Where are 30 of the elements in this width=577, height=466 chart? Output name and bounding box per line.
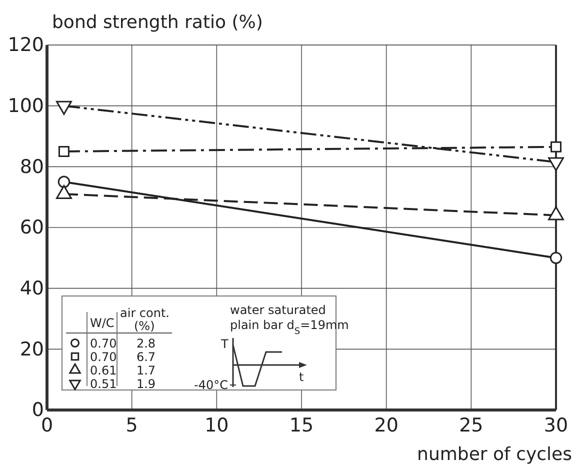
x-tick-label: 15 (289, 414, 314, 436)
x-tick-label: 5 (126, 414, 138, 436)
x-tick-label: 25 (459, 414, 484, 436)
y-tick-label: 20 (20, 338, 44, 360)
annotation: 1.7 (136, 364, 156, 378)
annotation: T (220, 337, 229, 351)
annotation: t (299, 370, 304, 384)
annotation: 2.8 (136, 336, 156, 350)
annotation: 6.7 (136, 350, 156, 364)
y-tick-label: 100 (8, 94, 44, 117)
y-tick-label: 120 (8, 34, 44, 56)
legend-label: 0.70 (90, 350, 117, 364)
annotation: 1.9 (136, 377, 156, 391)
x-tick-label: 10 (204, 414, 229, 436)
annotation: -40°C (194, 378, 228, 392)
legend-label: 0.61 (90, 364, 117, 378)
annotation: W/C (90, 316, 114, 330)
legend-label: 0.70 (90, 336, 117, 350)
y-tick-label: 80 (20, 156, 44, 178)
y-tick-label: 60 (20, 216, 44, 239)
annotation: air cont. (120, 306, 170, 320)
annotation: (%) (134, 319, 155, 333)
annotation: water saturated (230, 303, 326, 317)
y-axis-title: bond strength ratio (%) (52, 12, 263, 33)
legend-label: 0.51 (90, 377, 117, 391)
x-axis-title: number of cycles (417, 444, 572, 465)
y-tick-label: 0 (32, 399, 44, 422)
x-tick-label: 20 (374, 414, 398, 436)
y-tick-label: 40 (20, 277, 44, 300)
x-tick-label: 30 (544, 414, 568, 436)
